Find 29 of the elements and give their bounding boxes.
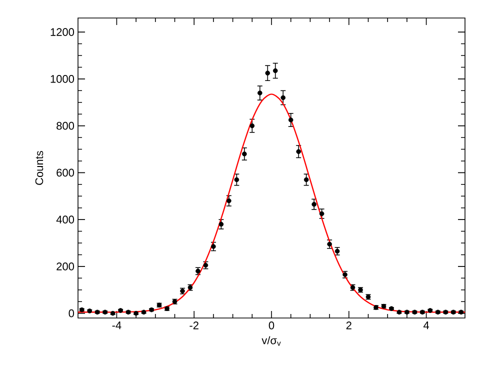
x-tick-label: 4 (423, 322, 430, 330)
y-tick-label: 200 (56, 262, 74, 270)
x-tick-label: -4 (112, 322, 122, 330)
x-tick-label: -2 (190, 322, 198, 330)
point (272, 68, 278, 74)
y-tick-label: 400 (56, 216, 74, 224)
y-axis-title: Counts (35, 150, 44, 185)
point (312, 202, 316, 207)
point (250, 123, 255, 128)
point (257, 90, 262, 96)
point (288, 118, 294, 122)
y-tick-label: 0 (68, 309, 74, 318)
y-tick-label: 800 (56, 122, 74, 130)
point (242, 152, 247, 156)
x-tick-label: 2 (346, 322, 352, 330)
y-tick-label: 600 (56, 168, 74, 177)
point (319, 211, 324, 216)
point (265, 70, 270, 76)
y-tick-label: 1200 (50, 28, 74, 36)
x-tick-label: 0 (268, 322, 274, 330)
point (211, 244, 216, 249)
point (296, 149, 301, 154)
point (280, 95, 286, 100)
y-tick-label: 1000 (50, 75, 74, 83)
point (226, 198, 232, 204)
point (304, 177, 309, 182)
point (234, 177, 240, 182)
point (218, 222, 224, 227)
x-axis-title: v/σ$_{v}$ (262, 336, 281, 346)
